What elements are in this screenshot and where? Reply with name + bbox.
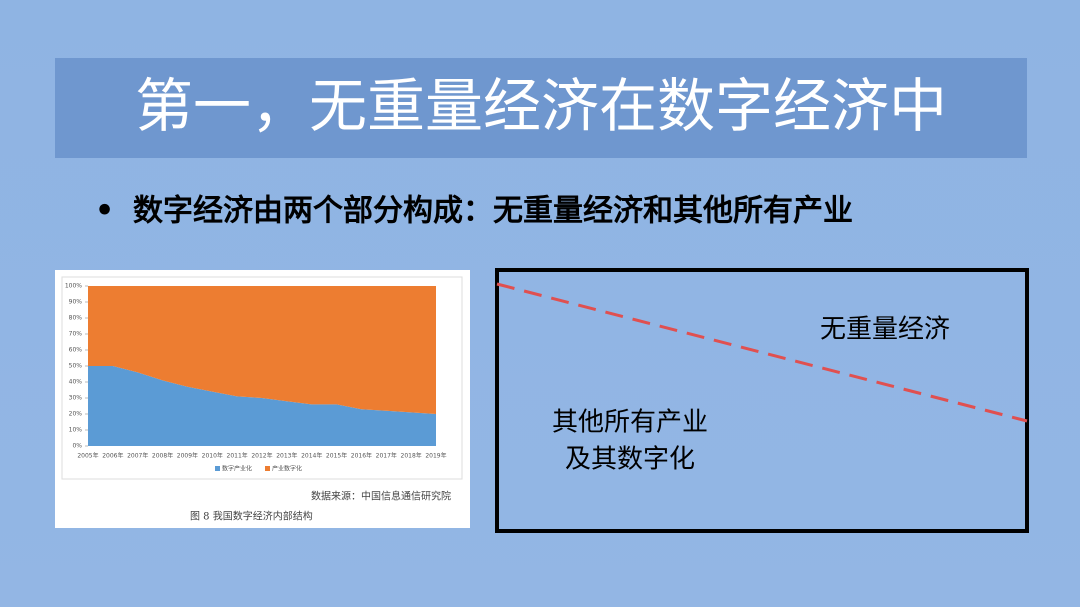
y-tick-label: 40% (69, 379, 83, 386)
y-tick-label: 0% (72, 443, 82, 450)
y-tick-label: 10% (69, 427, 83, 434)
title-box (55, 58, 1027, 158)
y-tick-label: 90% (69, 299, 83, 306)
x-tick-label: 2018年 (401, 452, 422, 460)
bullet-text: 数字经济由两个部分构成：无重量经济和其他所有产业 (133, 194, 853, 229)
x-tick-label: 2013年 (276, 452, 297, 460)
x-tick-label: 2008年 (152, 452, 173, 460)
y-tick-label: 50% (69, 363, 83, 370)
area (88, 366, 436, 446)
chart: 0% 10% 20% 30% 40% 50% 60% 70% 80% 90% 100% 2005年 20… (65, 283, 447, 473)
diagram-box (495, 268, 1029, 533)
upper-label: 无重量经济 (820, 315, 950, 345)
x-tick-label: 2007年 (127, 452, 148, 460)
y-tick-label: 30% (69, 395, 83, 402)
x-tick-label: 2016年 (351, 452, 372, 460)
x-tick-label: 2005年 (77, 452, 98, 460)
bullet-dot: • (95, 194, 114, 229)
lower-label: 及其数字化 (565, 445, 695, 475)
legend-swatch (215, 466, 220, 471)
y-tick-label: 70% (69, 331, 83, 338)
divider-line (496, 282, 1028, 423)
y-tick-label: 60% (69, 347, 83, 354)
chart-frame (61, 276, 463, 480)
x-tick-label: 2010年 (202, 452, 223, 460)
x-tick-label: 2017年 (376, 452, 397, 460)
y-tick-label: 80% (69, 315, 83, 322)
title: 第一，无重量经济在数字经济中 (135, 72, 947, 140)
legend-label: 产业数字化 (272, 465, 302, 473)
x-tick-label: 2009年 (177, 452, 198, 460)
x-tick-label: 2012年 (251, 452, 272, 460)
x-tick-label: 2006年 (102, 452, 123, 460)
y-tick-label: 100% (65, 283, 82, 290)
legend-label: 数字产业化 (222, 465, 252, 473)
legend-swatch (265, 466, 270, 471)
x-tick-label: 2019年 (425, 452, 446, 460)
source: 数据来源：中国信息通信研究院 (311, 490, 451, 503)
caption: 图 8 我国数字经济内部结构 (190, 510, 313, 523)
y-tick-label: 20% (69, 411, 83, 418)
x-tick-label: 2015年 (326, 452, 347, 460)
x-tick-label: 2011年 (227, 452, 248, 460)
area (88, 286, 436, 414)
x-tick-label: 2014年 (301, 452, 322, 460)
lower-label: 其他所有产业 (552, 408, 708, 438)
